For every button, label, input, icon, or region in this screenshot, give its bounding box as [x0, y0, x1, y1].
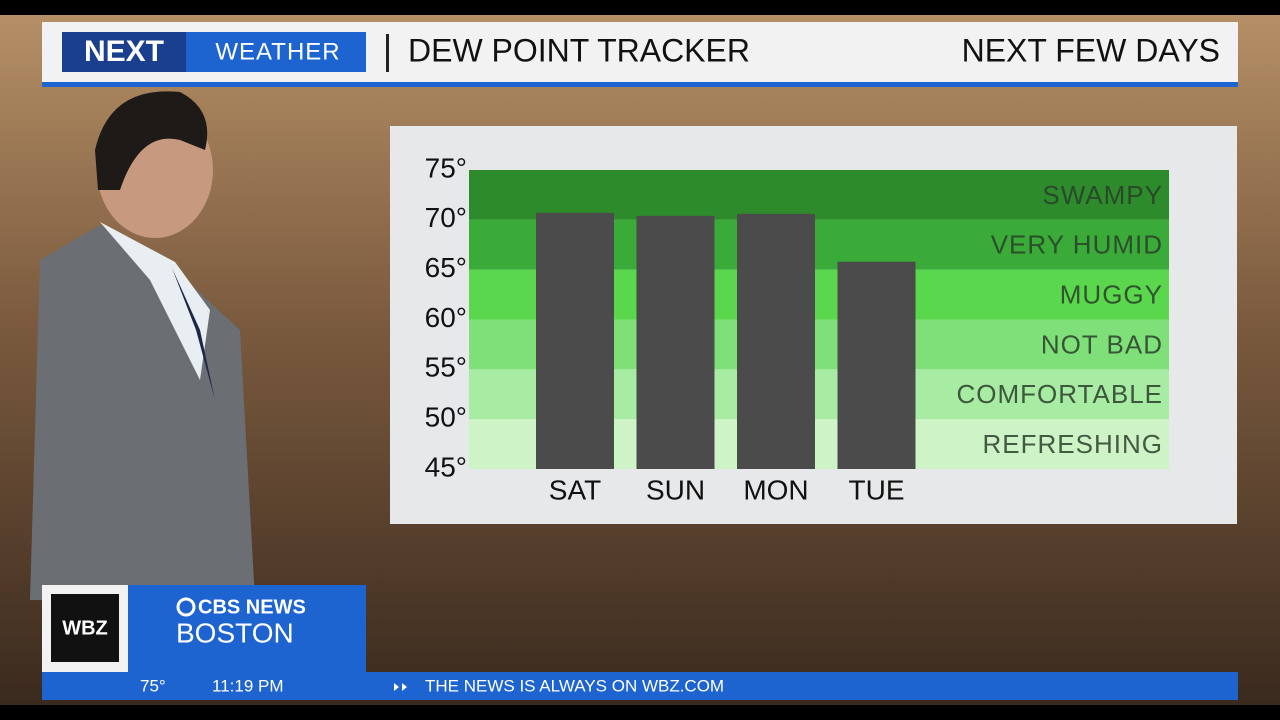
x-tick-label: SAT	[549, 474, 601, 505]
logo-next-box	[62, 32, 186, 72]
band	[469, 170, 1169, 220]
logo-weather: WEATHER	[215, 38, 340, 65]
header-divider	[386, 34, 389, 72]
bar	[837, 261, 916, 469]
band-label: MUGGY	[1060, 279, 1163, 309]
band-label: REFRESHING	[983, 429, 1163, 459]
ticker-arrows	[394, 683, 407, 691]
x-tick-label: SUN	[646, 474, 705, 505]
header-underline	[42, 82, 1238, 87]
band-label: SWAMPY	[1042, 180, 1163, 210]
station-call: WBZ	[62, 617, 108, 639]
y-tick-label: 50°	[425, 402, 467, 433]
band-label: COMFORTABLE	[956, 379, 1163, 409]
wbz-inner	[51, 594, 119, 662]
y-tick-label: 60°	[425, 302, 467, 333]
band-label: VERY HUMID	[991, 230, 1163, 260]
band-label: NOT BAD	[1041, 329, 1163, 359]
bar	[636, 215, 715, 469]
bar	[737, 213, 815, 469]
x-tick-label: MON	[743, 474, 808, 505]
ticker-time: 11:19 PM	[212, 676, 284, 695]
y-tick-label: 75°	[425, 152, 467, 183]
y-tick-label: 65°	[425, 252, 467, 283]
cbs-eye	[176, 597, 196, 617]
x-tick-label: TUE	[849, 474, 905, 505]
ticker-temperature: 75°	[140, 676, 166, 695]
ticker-bar	[42, 672, 1238, 700]
network-box	[128, 585, 366, 672]
station-city: BOSTON	[176, 617, 294, 648]
logo-next: NEXT	[84, 35, 164, 68]
header-title: DEW POINT TRACKER	[408, 32, 750, 68]
y-tick-label: 45°	[425, 451, 467, 482]
bar	[536, 212, 614, 469]
y-tick-label: 55°	[425, 352, 467, 383]
presenter	[30, 91, 255, 600]
station-network: CBS NEWS	[198, 596, 306, 618]
ticker-message: THE NEWS IS ALWAYS ON WBZ.COM	[425, 676, 724, 695]
header-period: NEXT FEW DAYS	[962, 32, 1220, 68]
chart: REFRESHING COMFORTABLE NOT BAD MUGGY VERY HU…	[425, 152, 1169, 505]
y-tick-label: 70°	[425, 202, 467, 233]
